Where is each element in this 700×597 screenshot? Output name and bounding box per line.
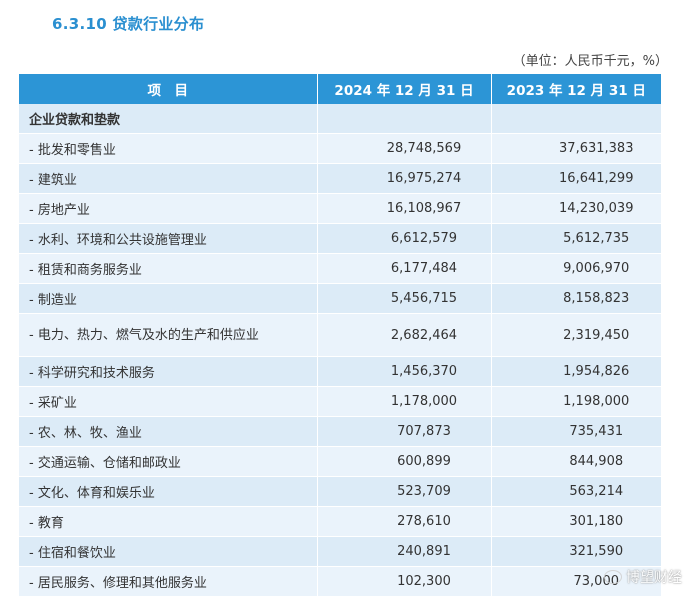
row-value-2023: 1,954,826 [491, 356, 661, 387]
table-row: - 建筑业 16,975,274 16,641,299 [19, 163, 661, 194]
table-row: - 电力、热力、燃气及水的生产和供应业 2,682,464 2,319,450 [19, 313, 661, 357]
table-row: - 文化、体育和娱乐业 523,709 563,214 [19, 476, 661, 507]
watermark-text: 博望财经 [626, 570, 682, 586]
row-category: - 水利、环境和公共设施管理业 [19, 223, 318, 254]
row-value-2024: 16,975,274 [317, 163, 492, 194]
group-row: 企业贷款和垫款 [19, 104, 661, 134]
row-value-2023: 321,590 [491, 536, 661, 567]
group-label: 企业贷款和垫款 [19, 104, 318, 134]
row-value-2024: 240,891 [317, 536, 492, 567]
header-2023: 2023 年 12 月 31 日 [491, 74, 661, 104]
row-category: - 租赁和商务服务业 [19, 253, 318, 284]
row-category: - 制造业 [19, 283, 318, 314]
weibo-logo-icon [604, 570, 622, 584]
unit-note: （单位：人民币千元，%） [512, 54, 668, 69]
row-value-2023: 844,908 [491, 446, 661, 477]
row-value-2023: 37,631,383 [491, 133, 661, 164]
row-category: - 住宿和餐饮业 [19, 536, 318, 567]
row-category: - 批发和零售业 [19, 133, 318, 164]
table-row: - 租赁和商务服务业 6,177,484 9,006,970 [19, 253, 661, 284]
row-value-2023: 5,612,735 [491, 223, 661, 254]
row-value-2023: 14,230,039 [491, 193, 661, 224]
row-value-2023: 1,198,000 [491, 386, 661, 417]
row-category: - 教育 [19, 506, 318, 537]
row-value-2024: 278,610 [317, 506, 492, 537]
row-value-2023: 563,214 [491, 476, 661, 507]
watermark: 博望财经 [604, 567, 682, 587]
table-row: - 批发和零售业 28,748,569 37,631,383 [19, 133, 661, 164]
table-row: - 制造业 5,456,715 8,158,823 [19, 283, 661, 314]
section-title: 6.3.10 贷款行业分布 [52, 15, 205, 33]
row-value-2024: 5,456,715 [317, 283, 492, 314]
row-value-2024: 523,709 [317, 476, 492, 507]
row-value-2023: 73,000 [491, 566, 661, 597]
row-value-2024: 16,108,967 [317, 193, 492, 224]
row-value-2024: 707,873 [317, 416, 492, 447]
row-value-2024: 1,456,370 [317, 356, 492, 387]
row-category: - 电力、热力、燃气及水的生产和供应业 [19, 313, 318, 357]
row-value-2024: 600,899 [317, 446, 492, 477]
row-category: - 居民服务、修理和其他服务业 [19, 566, 318, 597]
row-value-2024: 28,748,569 [317, 133, 492, 164]
row-value-2024: 6,177,484 [317, 253, 492, 284]
group-empty-2024 [317, 104, 492, 134]
row-value-2023: 16,641,299 [491, 163, 661, 194]
row-value-2023: 301,180 [491, 506, 661, 537]
row-value-2023: 8,158,823 [491, 283, 661, 314]
row-category: - 交通运输、仓储和邮政业 [19, 446, 318, 477]
group-empty-2023 [491, 104, 661, 134]
row-value-2023: 735,431 [491, 416, 661, 447]
row-value-2024: 6,612,579 [317, 223, 492, 254]
table-header-row: 项 目 2024 年 12 月 31 日 2023 年 12 月 31 日 [19, 74, 661, 104]
row-value-2023: 9,006,970 [491, 253, 661, 284]
loan-industry-table: 项 目 2024 年 12 月 31 日 2023 年 12 月 31 日 企业… [19, 74, 661, 597]
table-row: - 交通运输、仓储和邮政业 600,899 844,908 [19, 446, 661, 477]
row-category: - 农、林、牧、渔业 [19, 416, 318, 447]
table-row: - 采矿业 1,178,000 1,198,000 [19, 386, 661, 417]
header-2024: 2024 年 12 月 31 日 [317, 74, 492, 104]
row-category: - 文化、体育和娱乐业 [19, 476, 318, 507]
table-row: - 居民服务、修理和其他服务业 102,300 73,000 [19, 566, 661, 597]
table-row: - 房地产业 16,108,967 14,230,039 [19, 193, 661, 224]
row-category: - 科学研究和技术服务 [19, 356, 318, 387]
row-value-2023: 2,319,450 [491, 313, 661, 357]
table-row: - 住宿和餐饮业 240,891 321,590 [19, 536, 661, 567]
table-row: - 水利、环境和公共设施管理业 6,612,579 5,612,735 [19, 223, 661, 254]
table-row: - 科学研究和技术服务 1,456,370 1,954,826 [19, 356, 661, 387]
row-category: - 采矿业 [19, 386, 318, 417]
header-item: 项 目 [19, 74, 318, 104]
row-value-2024: 1,178,000 [317, 386, 492, 417]
row-value-2024: 102,300 [317, 566, 492, 597]
row-value-2024: 2,682,464 [317, 313, 492, 357]
row-category: - 建筑业 [19, 163, 318, 194]
row-category: - 房地产业 [19, 193, 318, 224]
table-row: - 教育 278,610 301,180 [19, 506, 661, 537]
table-row: - 农、林、牧、渔业 707,873 735,431 [19, 416, 661, 447]
